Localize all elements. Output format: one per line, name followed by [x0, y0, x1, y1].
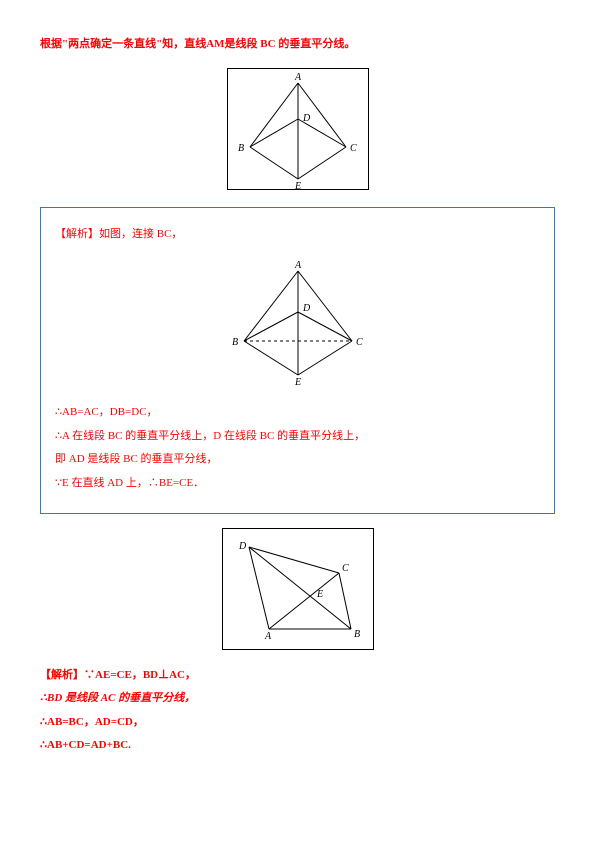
solution1-box: 【解析】如图，连接 BC， A B C D E ∴AB=AC，DB=DC， ∴A 在线段…	[40, 207, 555, 514]
intro-line: 根据"两点确定一条直线"知，直线AM是线段 BC 的垂直平分线。	[40, 36, 555, 54]
figure3-wrap: D C B A E	[40, 528, 555, 653]
figure1-box: A B C D E	[227, 68, 369, 190]
svg-text:D: D	[238, 541, 247, 552]
sol1-l4: 即 AD 是线段 BC 的垂直平分线，	[55, 451, 540, 469]
svg-text:B: B	[238, 143, 244, 154]
figure2-wrap: A B C D E	[55, 257, 540, 390]
sol2-l2: ∴BD 是线段 AC 的垂直平分线，	[40, 690, 555, 708]
svg-text:A: A	[294, 72, 302, 83]
svg-text:D: D	[302, 113, 311, 124]
svg-text:A: A	[294, 260, 302, 271]
sol1-l2: ∴AB=AC，DB=DC，	[55, 404, 540, 422]
sol1-l3: ∴A 在线段 BC 的垂直平分线上，D 在线段 BC 的垂直平分线上，	[55, 428, 540, 446]
figure1-wrap: A B C D E	[40, 68, 555, 193]
svg-text:C: C	[350, 143, 357, 154]
svg-text:C: C	[342, 563, 349, 574]
svg-text:E: E	[294, 181, 301, 189]
svg-text:A: A	[264, 631, 272, 642]
sol2-l4: ∴AB+CD=AD+BC.	[40, 737, 555, 755]
sol1-l1: 【解析】如图，连接 BC，	[55, 226, 540, 244]
sol2-l1: 【解析】∵AE=CE，BD⊥AC，	[40, 667, 555, 685]
sol2-l3: ∴AB=BC，AD=CD，	[40, 714, 555, 732]
svg-text:B: B	[232, 337, 238, 348]
figure1-svg: A B C D E	[228, 69, 368, 189]
figure3-svg: D C B A E	[223, 529, 373, 649]
svg-text:D: D	[302, 303, 311, 314]
figure2-svg: A B C D E	[218, 257, 378, 387]
figure2-box: A B C D E	[218, 257, 378, 387]
svg-text:B: B	[354, 629, 360, 640]
svg-text:E: E	[316, 589, 323, 600]
figure3-box: D C B A E	[222, 528, 374, 650]
sol1-l5: ∵E 在直线 AD 上，∴BE=CE．	[55, 475, 540, 493]
svg-text:C: C	[356, 337, 363, 348]
svg-text:E: E	[294, 377, 301, 387]
